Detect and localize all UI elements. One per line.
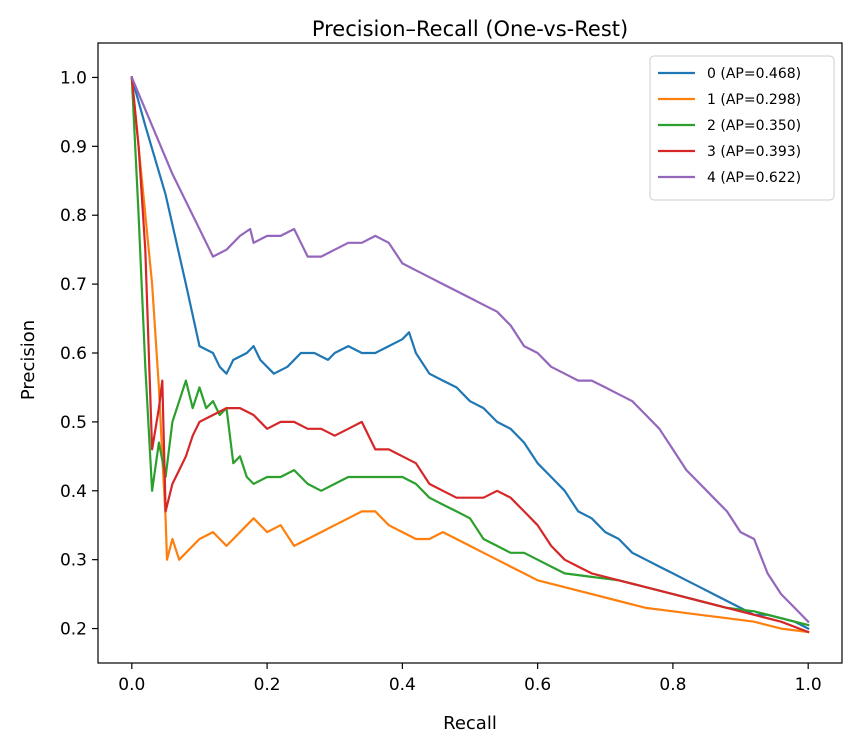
y-tick-label: 0.8 — [60, 206, 87, 226]
x-tick-label: 0.4 — [389, 675, 416, 695]
y-axis-ticks: 0.2 0.3 0.4 0.5 0.6 0.7 0.8 0.9 1.0 — [60, 68, 98, 640]
x-tick-label: 1.0 — [795, 675, 822, 695]
y-tick-label: 0.5 — [60, 413, 87, 433]
series-line-2 — [130, 76, 810, 627]
legend-label-3: 3 (AP=0.393) — [707, 144, 801, 160]
y-tick-label: 0.4 — [60, 482, 87, 502]
x-tick-label: 0.8 — [659, 675, 686, 695]
x-tick-label: 0.6 — [524, 675, 551, 695]
y-tick-label: 1.0 — [60, 68, 87, 88]
y-tick-label: 0.2 — [60, 620, 87, 640]
series-line-4 — [130, 75, 810, 624]
x-axis-label: Recall — [443, 713, 497, 734]
y-tick-label: 0.9 — [60, 137, 87, 157]
y-axis-label: Precision — [18, 320, 39, 400]
legend-label-4: 4 (AP=0.622) — [707, 170, 801, 186]
x-axis-ticks: 0.0 0.2 0.4 0.6 0.8 1.0 — [118, 663, 822, 695]
y-tick-label: 0.7 — [60, 275, 87, 295]
legend-label-2: 2 (AP=0.350) — [707, 118, 801, 134]
legend-box — [649, 55, 835, 201]
legend: 0 (AP=0.468) 1 (AP=0.298) 2 (AP=0.350) 3 (A… — [649, 55, 835, 201]
x-tick-label: 0.0 — [118, 675, 145, 695]
x-tick-label: 0.2 — [254, 675, 281, 695]
series-layer — [130, 75, 810, 634]
series-line-1 — [130, 76, 810, 634]
legend-label-0: 0 (AP=0.468) — [707, 66, 801, 82]
series-line-3 — [130, 76, 810, 634]
chart-title: Precision–Recall (One-vs-Rest) — [312, 17, 628, 41]
y-tick-label: 0.3 — [60, 551, 87, 571]
legend-label-1: 1 (AP=0.298) — [707, 92, 801, 108]
series-line-0 — [130, 76, 810, 631]
y-tick-label: 0.6 — [60, 344, 87, 364]
